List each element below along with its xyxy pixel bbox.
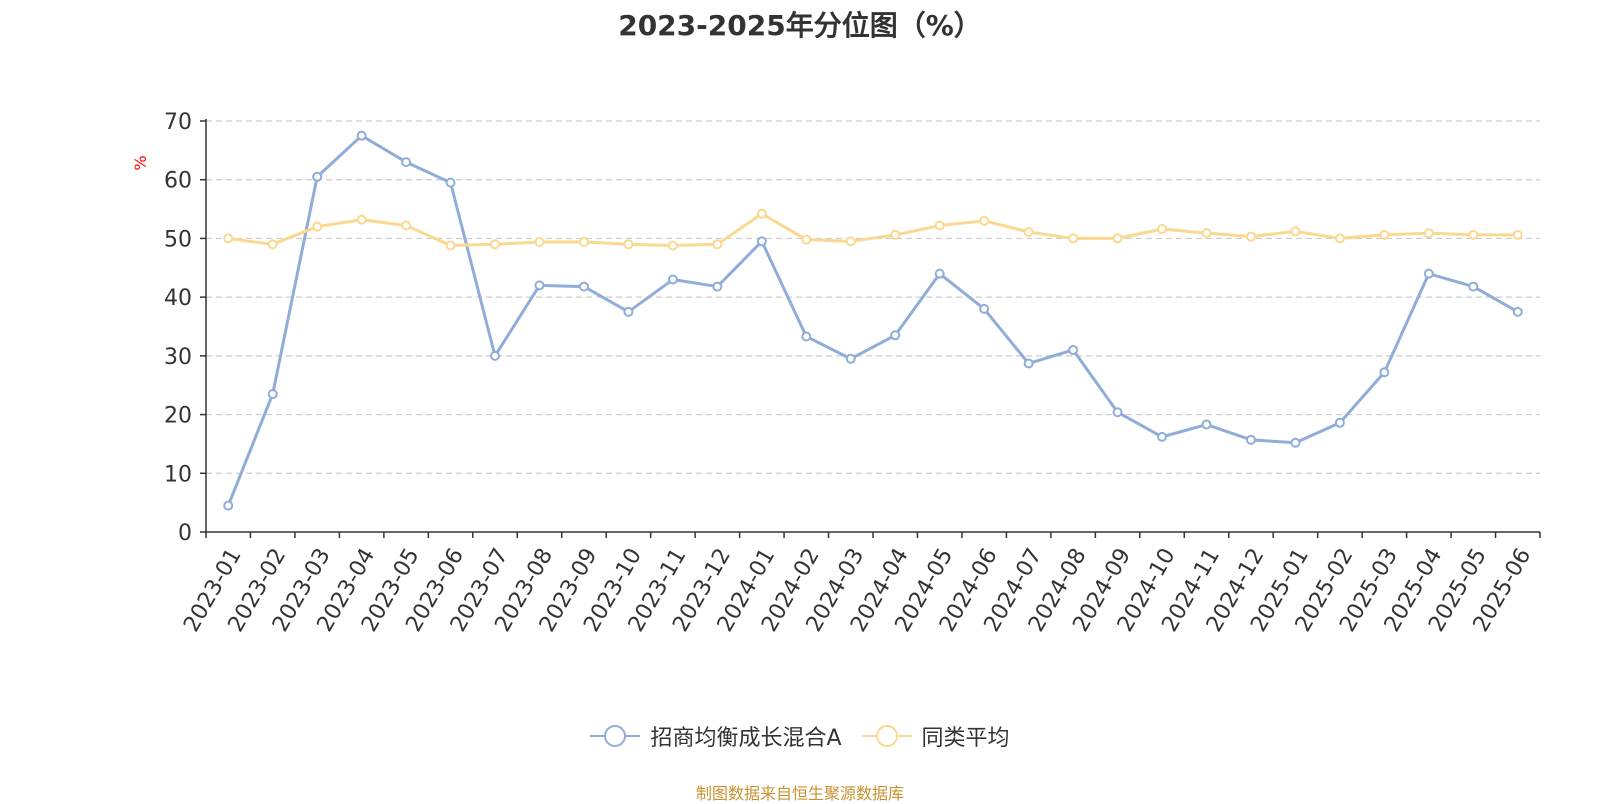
data-point-series-2[interactable] (712, 239, 723, 250)
data-point-series-2[interactable] (890, 229, 901, 240)
data-point-series-1[interactable] (356, 130, 367, 141)
data-point-series-2[interactable] (623, 239, 634, 250)
y-tick-label: 20 (164, 404, 192, 429)
data-point-series-1[interactable] (756, 236, 767, 247)
data-point-series-2[interactable] (223, 233, 234, 244)
grid-lines (206, 120, 1540, 474)
data-point-series-1[interactable] (1157, 431, 1168, 442)
data-point-series-2[interactable] (1334, 233, 1345, 244)
data-point-series-1[interactable] (534, 280, 545, 291)
data-point-series-1[interactable] (1112, 407, 1123, 418)
y-tick-label: 70 (164, 110, 192, 135)
data-point-series-1[interactable] (1379, 367, 1390, 378)
data-point-series-1[interactable] (1290, 437, 1301, 448)
data-point-series-2[interactable] (801, 234, 812, 245)
data-point-series-1[interactable] (623, 306, 634, 317)
data-point-series-2[interactable] (845, 236, 856, 247)
data-point-series-1[interactable] (1512, 306, 1523, 317)
data-point-series-2[interactable] (756, 208, 767, 219)
axes: 0102030405060702023-012023-022023-032023… (164, 110, 1541, 636)
data-point-series-2[interactable] (979, 215, 990, 226)
data-point-series-2[interactable] (1468, 229, 1479, 240)
data-point-series-2[interactable] (1379, 229, 1390, 240)
y-tick-label: 60 (164, 169, 192, 194)
y-tick-label: 0 (178, 521, 192, 546)
data-point-series-1[interactable] (1468, 281, 1479, 292)
data-point-series-1[interactable] (445, 177, 456, 188)
data-point-series-1[interactable] (1423, 268, 1434, 279)
data-point-series-1[interactable] (1334, 417, 1345, 428)
legend-marker-series-1 (590, 725, 641, 747)
data-point-series-2[interactable] (1245, 231, 1256, 242)
data-point-series-2[interactable] (445, 240, 456, 251)
legend-label-series-2: 同类平均 (921, 726, 1010, 751)
data-point-series-1[interactable] (1023, 358, 1034, 369)
data-point-series-1[interactable] (890, 330, 901, 341)
y-axis-label: % (131, 155, 150, 170)
data-point-series-2[interactable] (1290, 226, 1301, 237)
y-tick-label: 50 (164, 227, 192, 252)
data-point-series-1[interactable] (1245, 434, 1256, 445)
data-point-series-2[interactable] (578, 236, 589, 247)
data-point-series-2[interactable] (356, 214, 367, 225)
data-point-series-1[interactable] (934, 268, 945, 279)
data-point-series-1[interactable] (667, 274, 678, 285)
data-point-series-1[interactable] (801, 331, 812, 342)
data-point-series-1[interactable] (845, 353, 856, 364)
data-point-series-1[interactable] (312, 171, 323, 182)
legend-label-series-1: 招商均衡成长混合A (650, 726, 842, 751)
chart-title: 2023-2025年分位图（%） (618, 9, 982, 42)
y-tick-label: 10 (164, 462, 192, 487)
data-point-series-2[interactable] (1423, 228, 1434, 239)
data-point-series-1[interactable] (267, 389, 278, 400)
data-point-series-2[interactable] (267, 239, 278, 250)
series-lines (223, 130, 1523, 511)
legend: 招商均衡成长混合A 同类平均 (0, 720, 1600, 752)
data-point-series-2[interactable] (312, 221, 323, 232)
data-point-series-1[interactable] (712, 281, 723, 292)
data-point-series-2[interactable] (401, 220, 412, 231)
series-line-2 (228, 212, 1518, 247)
legend-item-series-2[interactable]: 同类平均 (861, 720, 1010, 752)
y-tick-label: 30 (164, 345, 192, 370)
data-point-series-1[interactable] (979, 303, 990, 314)
data-point-series-2[interactable] (1112, 233, 1123, 244)
legend-marker-series-2 (861, 725, 912, 747)
legend-item-series-1[interactable]: 招商均衡成长混合A (590, 720, 842, 752)
data-point-series-1[interactable] (223, 500, 234, 511)
series-line-1 (226, 134, 1519, 507)
data-point-series-2[interactable] (1023, 226, 1034, 237)
data-point-series-2[interactable] (1068, 233, 1079, 244)
data-point-series-1[interactable] (1068, 344, 1079, 355)
data-point-series-2[interactable] (490, 239, 501, 250)
data-point-series-1[interactable] (401, 157, 412, 168)
data-point-series-2[interactable] (667, 240, 678, 251)
source-note: 制图数据来自恒生聚源数据库 (695, 784, 904, 803)
y-tick-label: 40 (164, 286, 192, 311)
data-point-series-2[interactable] (1512, 229, 1523, 240)
data-point-series-2[interactable] (1157, 224, 1168, 235)
data-point-series-1[interactable] (490, 350, 501, 361)
data-point-series-2[interactable] (1201, 228, 1212, 239)
data-point-series-1[interactable] (578, 281, 589, 292)
data-point-series-1[interactable] (1201, 419, 1212, 430)
data-point-series-2[interactable] (534, 236, 545, 247)
data-point-series-2[interactable] (934, 220, 945, 231)
